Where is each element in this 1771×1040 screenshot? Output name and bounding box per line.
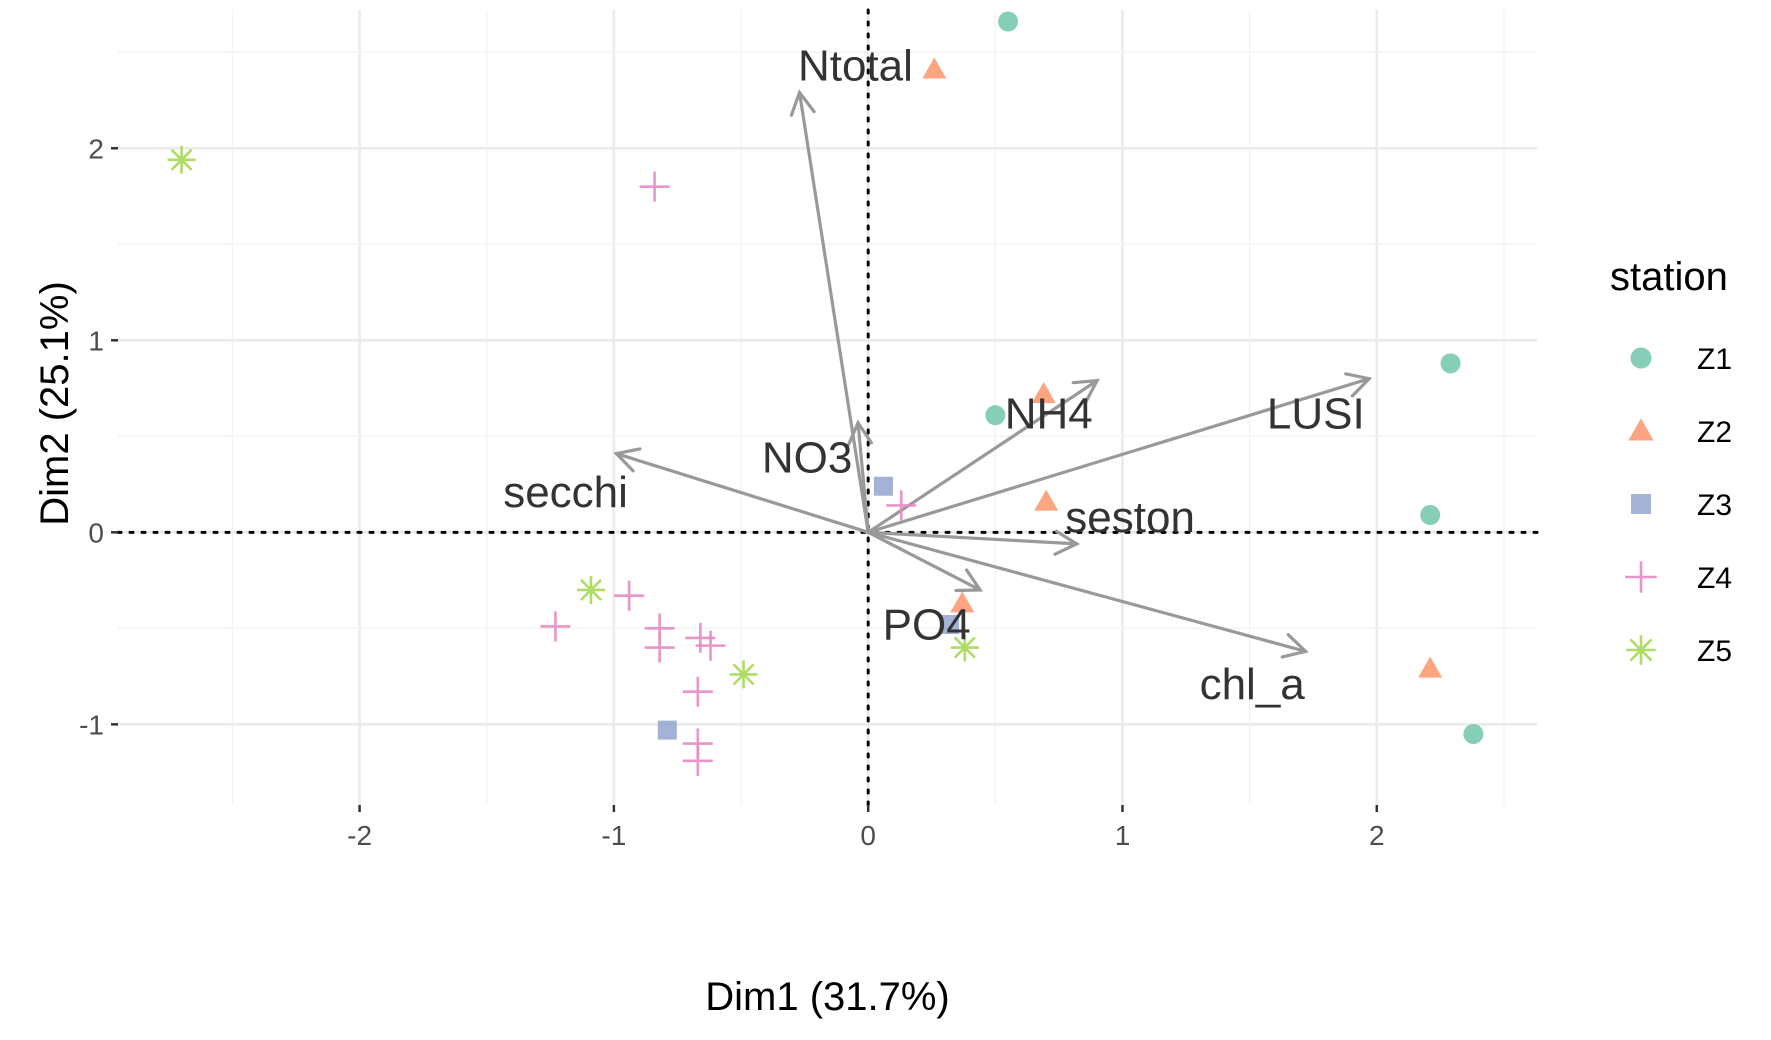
point-z4	[614, 580, 645, 611]
variable-arrow-po4	[866, 530, 982, 592]
x-tick-label: 1	[1115, 820, 1131, 851]
y-tick-label: -1	[79, 709, 104, 740]
legend-label: Z1	[1697, 343, 1732, 376]
arrow-head	[846, 419, 874, 447]
arrow-head	[1053, 529, 1081, 556]
x-tick-label: 0	[860, 820, 876, 851]
point-z4	[682, 676, 713, 707]
point-z3	[657, 720, 677, 740]
legend-items: Z1 Z2 Z3 Z4 Z5	[1625, 343, 1732, 668]
point-z1	[998, 11, 1019, 32]
legend-key-z5	[1626, 635, 1656, 665]
point-z4	[682, 745, 713, 776]
variable-label-seston: seston	[1065, 493, 1195, 542]
variable-label-ntotal: Ntotal	[798, 42, 913, 91]
variable-arrow-nh4	[866, 379, 1099, 534]
point-z4	[644, 632, 675, 663]
legend-label: Z5	[1697, 635, 1732, 668]
arrow-head	[954, 568, 984, 593]
legend-key-z1	[1630, 347, 1652, 369]
x-axis-title: Dim1 (31.7%)	[705, 975, 950, 1019]
y-tick-label: 0	[88, 517, 104, 548]
point-z4	[540, 611, 571, 642]
point-z2	[1418, 656, 1443, 678]
variable-label-po4: PO4	[883, 600, 971, 649]
point-z1	[1420, 505, 1441, 526]
zero-lines	[116, 8, 1539, 807]
point-z5	[167, 145, 196, 174]
arrow-head	[1280, 633, 1309, 659]
point-z3	[873, 476, 893, 496]
variable-labels: Ntotal NO3 secchi NH4 LUSI seston PO4 chl_a	[503, 42, 1364, 709]
legend-key-z2	[1628, 418, 1654, 441]
y-axis-title: Dim2 (25.1%)	[33, 281, 77, 526]
point-z4	[695, 630, 726, 661]
arrow-head	[1344, 372, 1373, 398]
variable-label-lusi: LUSI	[1267, 389, 1365, 438]
x-tick-label: -2	[347, 820, 372, 851]
point-z3	[940, 614, 960, 634]
point-z2	[1034, 489, 1059, 511]
point-z4	[886, 490, 917, 521]
variable-label-no3: NO3	[762, 433, 852, 482]
variable-label-secchi: secchi	[503, 468, 628, 517]
legend-key-z3	[1631, 494, 1651, 514]
variable-arrow-secchi	[614, 451, 870, 534]
legend-item-z5: Z5	[1626, 635, 1732, 668]
variable-arrow-ntotal	[797, 90, 870, 534]
point-z2	[922, 57, 947, 79]
y-tick-label: 2	[88, 133, 104, 164]
legend-title: station	[1610, 255, 1728, 299]
point-z1	[1463, 723, 1484, 744]
variable-label-chl-a: chl_a	[1200, 660, 1306, 709]
x-axis-ticks: -2 -1 0 1 2	[347, 805, 1385, 851]
variable-label-nh4: NH4	[1005, 389, 1093, 438]
point-z2	[950, 591, 975, 613]
point-z1	[985, 405, 1006, 426]
y-tick-label: 1	[88, 325, 104, 356]
legend: station Z1 Z2 Z3 Z4 Z5	[1610, 255, 1732, 668]
variable-arrow-no3	[856, 421, 870, 534]
point-z2	[1031, 382, 1056, 404]
legend-label: Z4	[1697, 562, 1732, 595]
legend-label: Z2	[1697, 416, 1732, 449]
point-z1	[1440, 353, 1461, 374]
x-tick-label: -1	[601, 820, 626, 851]
variable-arrow-lusi	[866, 377, 1371, 534]
legend-item-z3: Z3	[1631, 489, 1732, 522]
variable-arrow-chl-a	[866, 530, 1308, 653]
variable-arrows	[613, 89, 1373, 659]
point-z4	[639, 171, 670, 202]
y-axis-ticks: -1 0 1 2	[79, 133, 118, 740]
legend-key-z4	[1625, 561, 1657, 593]
legend-label: Z3	[1697, 489, 1732, 522]
legend-item-z4: Z4	[1625, 561, 1732, 595]
point-z5	[950, 633, 979, 662]
legend-item-z1: Z1	[1630, 343, 1732, 376]
observation-points	[167, 11, 1484, 776]
arrow-head	[613, 447, 642, 473]
arrow-head	[1071, 378, 1100, 404]
point-z5	[577, 575, 605, 604]
legend-item-z2: Z2	[1628, 416, 1732, 449]
variable-arrow-seston	[866, 530, 1079, 546]
arrow-head	[789, 89, 816, 117]
x-tick-label: 2	[1369, 820, 1385, 851]
point-z5	[729, 660, 758, 689]
